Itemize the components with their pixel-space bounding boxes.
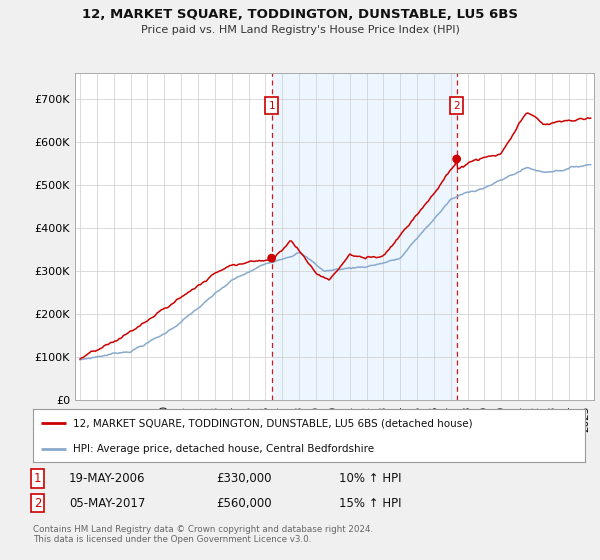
Point [267, 254, 277, 263]
Text: 15% ↑ HPI: 15% ↑ HPI [339, 497, 401, 510]
Text: 05-MAY-2017: 05-MAY-2017 [69, 497, 145, 510]
Text: Price paid vs. HM Land Registry's House Price Index (HPI): Price paid vs. HM Land Registry's House … [140, 25, 460, 35]
Text: HPI: Average price, detached house, Central Bedfordshire: HPI: Average price, detached house, Cent… [73, 444, 374, 454]
Text: 10% ↑ HPI: 10% ↑ HPI [339, 472, 401, 485]
Text: 2: 2 [454, 101, 460, 110]
Point [452, 155, 461, 164]
Text: 1: 1 [34, 472, 41, 485]
Text: £330,000: £330,000 [216, 472, 271, 485]
Text: 12, MARKET SQUARE, TODDINGTON, DUNSTABLE, LU5 6BS: 12, MARKET SQUARE, TODDINGTON, DUNSTABLE… [82, 8, 518, 21]
Text: Contains HM Land Registry data © Crown copyright and database right 2024.
This d: Contains HM Land Registry data © Crown c… [33, 525, 373, 544]
Text: 2: 2 [34, 497, 41, 510]
Text: 12, MARKET SQUARE, TODDINGTON, DUNSTABLE, LU5 6BS (detached house): 12, MARKET SQUARE, TODDINGTON, DUNSTABLE… [73, 418, 472, 428]
Text: £560,000: £560,000 [216, 497, 272, 510]
Text: 19-MAY-2006: 19-MAY-2006 [69, 472, 146, 485]
Text: 1: 1 [268, 101, 275, 110]
